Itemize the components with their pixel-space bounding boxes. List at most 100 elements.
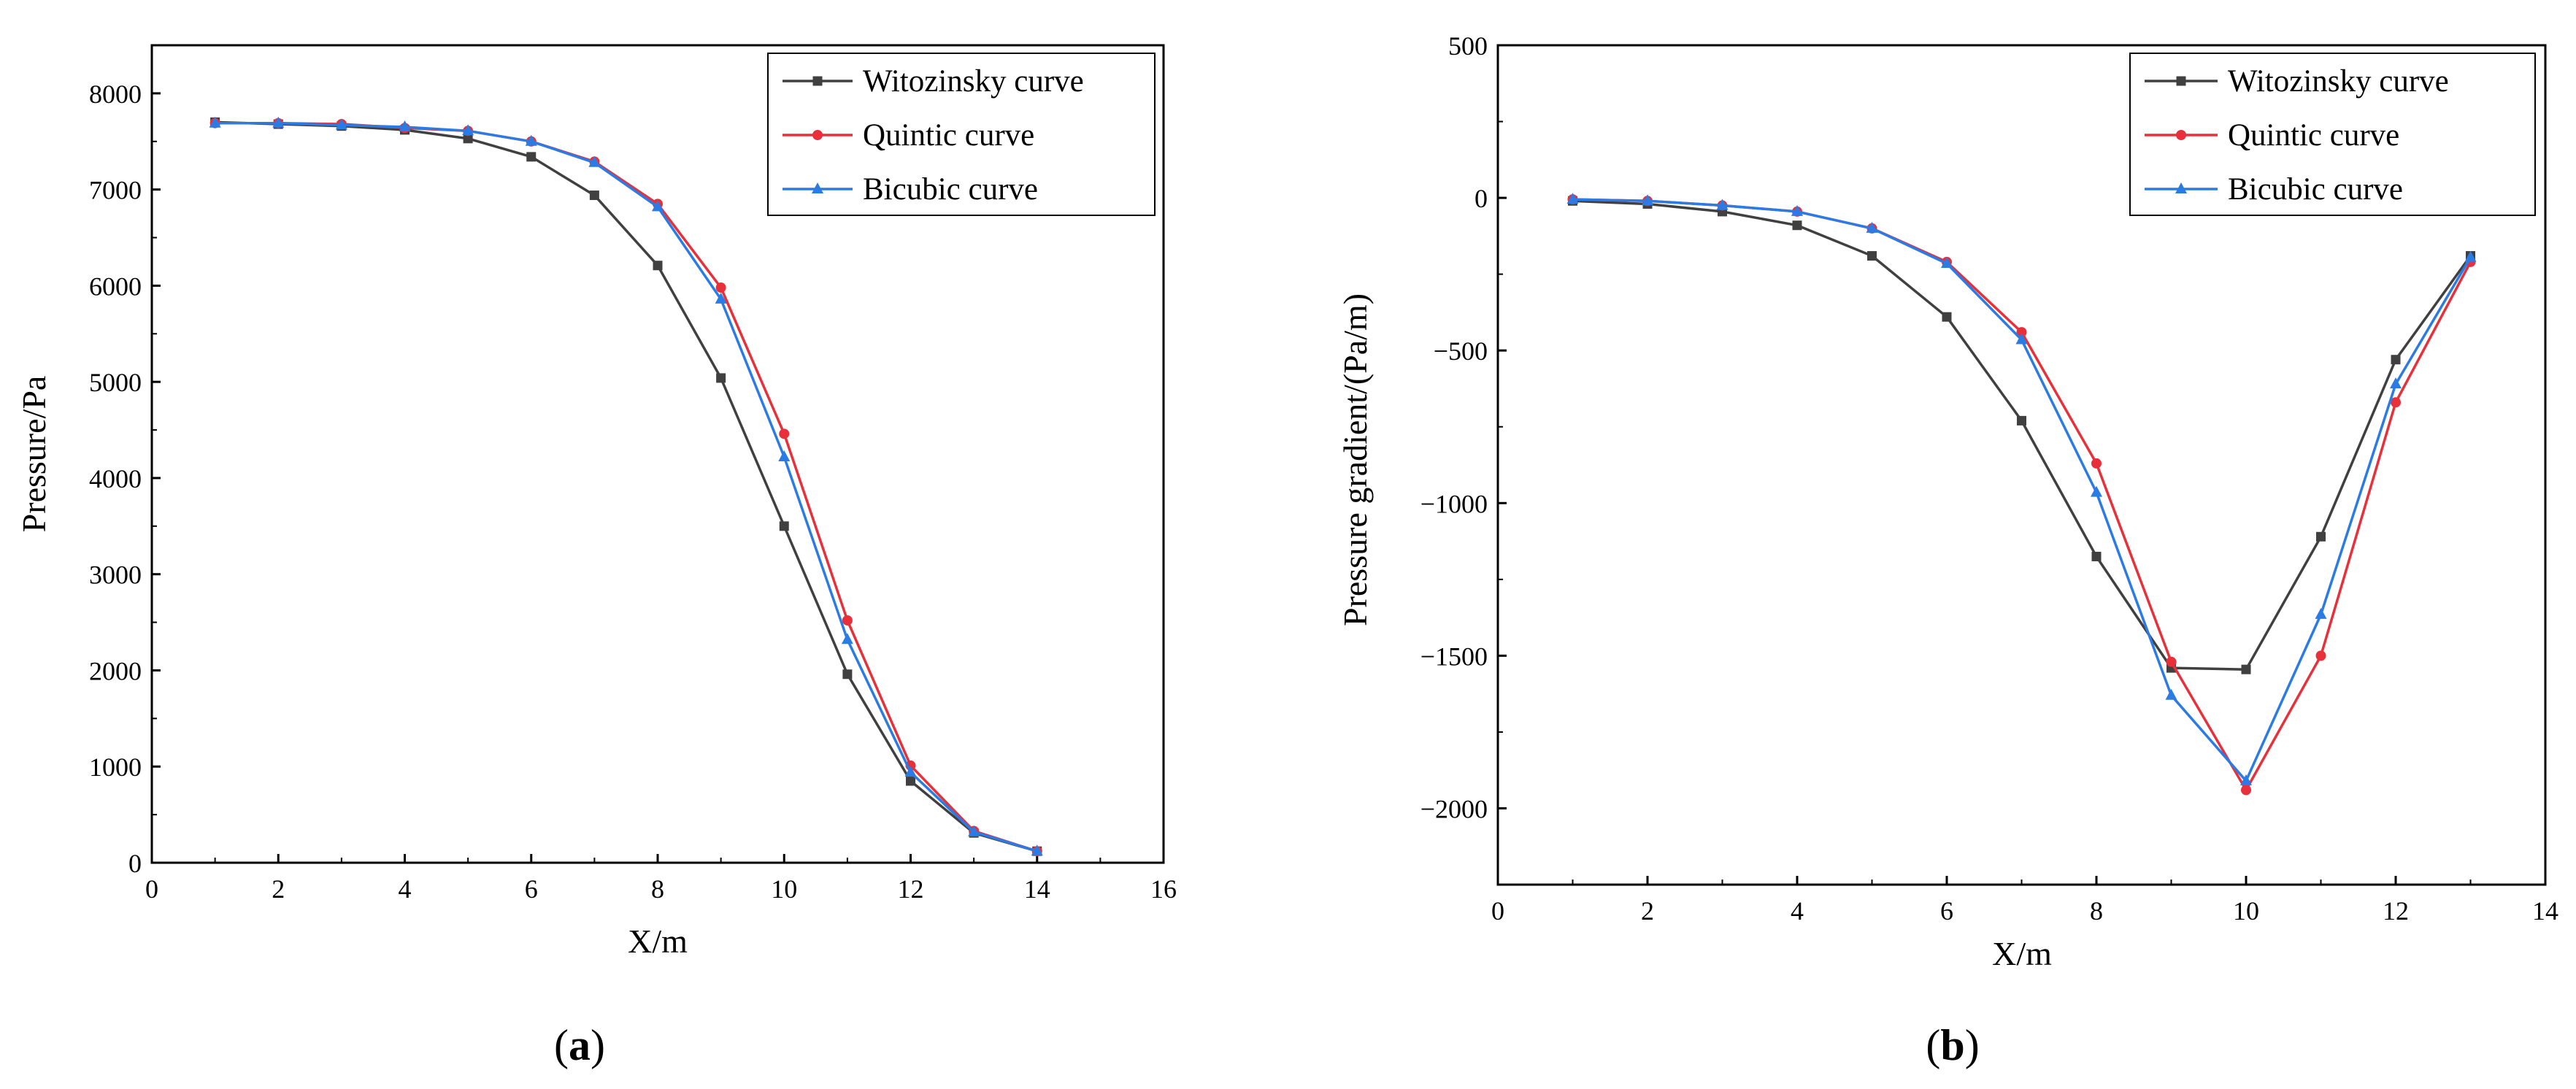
chart-b-x-tick-label: 2	[1641, 896, 1654, 926]
chart-a-bicubic-curve-point	[841, 633, 853, 644]
chart-a-bicubic-curve-point	[715, 292, 727, 304]
chart-a-bicubic-curve-point	[904, 766, 917, 777]
chart-b-series	[1566, 193, 2477, 796]
chart-a-x-tick-label: 6	[525, 874, 538, 904]
chart-b-series-witozinsky-curve-line	[1572, 199, 2472, 671]
chart-b-witozinsky-curve-point	[2241, 664, 2251, 674]
chart-b-bicubic-curve-point	[2390, 377, 2402, 389]
chart-a-panel-letter: a	[569, 1021, 591, 1069]
chart-a-series-quintic-curve-line	[215, 121, 1038, 853]
chart-a-x-tick-label: 0	[145, 874, 158, 904]
chart-b-witozinsky-curve-point	[1792, 220, 1802, 231]
chart-b-quintic-curve-point	[2391, 397, 2401, 408]
chart-b-witozinsky-curve-point	[2017, 415, 2026, 426]
chart-a-quintic-curve-point	[779, 428, 790, 439]
chart-b-bicubic-curve-point	[2315, 607, 2327, 619]
chart-b-x-ticks: 0 2 4 6 8 10 12 14	[1491, 876, 2558, 926]
chart-b-bicubic-curve-point	[1566, 193, 1579, 204]
chart-a-y-tick-label: 6000	[89, 272, 142, 301]
chart-a-legend-witozinsky-curve-label: Witozinsky curve	[863, 64, 1084, 99]
chart-b-legend-items: Witozinsky curve Quintic curve Bicubic cur…	[2145, 64, 2449, 207]
chart-b-witozinsky-curve-point	[2316, 531, 2326, 542]
chart-a-witozinsky-curve-point	[653, 261, 663, 271]
chart-a-witozinsky-curve-point	[716, 373, 726, 383]
chart-b-legend-bicubic-curve-label: Bicubic curve	[2228, 172, 2403, 207]
chart-b-bicubic-curve-point	[2165, 688, 2177, 700]
chart-b-bicubic-curve-point	[1941, 257, 1953, 268]
chart-b-panel-letter: b	[1940, 1021, 1964, 1069]
chart-b-y-tick-label: −2000	[1420, 794, 1488, 823]
chart-b-legend-quintic-curve-marker	[2176, 130, 2186, 140]
chart-b-bicubic-curve-point	[1866, 221, 1878, 233]
chart-b-bicubic-curve-point	[1716, 199, 1729, 210]
chart-b-bicubic-curve-point	[2464, 250, 2477, 262]
chart-a-x-ticks: 0 2 4 6 8 10 12 14 16	[145, 854, 1177, 904]
chart-a-y-tick-label: 1000	[89, 753, 142, 782]
chart-b-y-tick-label: 0	[1475, 184, 1488, 213]
chart-a-witozinsky-curve-point	[906, 776, 915, 786]
chart-b-witozinsky-curve-point	[2091, 551, 2102, 561]
chart-a-y-ticks: 0 1000 2000 3000 4000 5000 6000 7000 8000	[89, 80, 161, 878]
chart-b: 0 2 4 6 8 10 12 14 5000−500−1000−1500−2000 X/m …	[1337, 31, 2558, 1069]
chart-a-series-bicubic-curve-line	[215, 121, 1038, 853]
chart-a-y-tick-label: 8000	[89, 80, 142, 109]
chart-a-x-tick-label: 8	[651, 874, 664, 904]
chart-b-series-bicubic-curve-line	[1572, 198, 2472, 782]
chart-b-y-tick-label: −1500	[1420, 642, 1488, 671]
chart-a-y-tick-label: 4000	[89, 464, 142, 493]
chart-a-witozinsky-curve-point	[526, 152, 537, 162]
chart-b-bicubic-curve-point	[2240, 774, 2252, 785]
chart-a-legend-quintic-curve-label: Quintic curve	[863, 118, 1034, 153]
chart-a-legend-bicubic-curve-marker	[812, 182, 823, 193]
chart-a-y-tick-label: 2000	[89, 656, 142, 685]
chart-b-quintic-curve-point	[2315, 650, 2326, 661]
chart-b-witozinsky-curve-point	[2391, 355, 2401, 365]
chart-a-x-tick-label: 10	[771, 874, 797, 904]
chart-a-legend-bicubic-curve-label: Bicubic curve	[863, 172, 1038, 207]
chart-b-bicubic-curve-point	[2091, 485, 2102, 497]
chart-a-legend-witozinsky-curve-marker	[812, 76, 823, 86]
chart-a-x-axis-title: X/m	[628, 923, 688, 960]
chart-a-y-tick-label: 7000	[89, 176, 142, 205]
chart-b-panel-label: (b)	[1926, 1021, 1979, 1069]
chart-a-legend-items: Witozinsky curve Quintic curve Bicubic cur…	[783, 64, 1084, 207]
chart-b-quintic-curve-point	[2091, 458, 2102, 469]
chart-a-x-tick-label: 4	[399, 874, 412, 904]
chart-b-x-tick-label: 6	[1940, 896, 1953, 926]
chart-b-x-axis-title: X/m	[1992, 935, 2052, 972]
chart-a-bicubic-curve-point	[335, 118, 347, 130]
chart-a: 0 2 4 6 8 10 12 14 16 0 1000 2000 3000 4000 5000 6000 7…	[15, 44, 1177, 1069]
chart-a-bicubic-curve-point	[968, 825, 980, 836]
chart-b-quintic-curve-point	[2016, 327, 2027, 338]
chart-a-bicubic-curve-point	[588, 155, 601, 167]
chart-a-witozinsky-curve-point	[842, 669, 853, 680]
chart-b-quintic-curve-point	[2166, 656, 2177, 667]
chart-b-y-tick-label: −500	[1434, 336, 1488, 366]
chart-a-bicubic-curve-point	[209, 116, 221, 128]
chart-a-series-witozinsky-curve-line	[215, 120, 1038, 853]
chart-b-x-tick-label: 8	[2090, 896, 2103, 926]
chart-a-panel-label: (a)	[554, 1021, 605, 1069]
chart-b-legend-quintic-curve-label: Quintic curve	[2228, 118, 2399, 153]
chart-a-y-tick-label: 0	[128, 849, 142, 878]
chart-b-legend-witozinsky-curve-label: Witozinsky curve	[2228, 64, 2449, 99]
chart-a-x-tick-label: 2	[272, 874, 285, 904]
chart-b-bicubic-curve-point	[2015, 333, 2028, 345]
chart-a-quintic-curve-point	[842, 615, 853, 626]
chart-b-x-tick-label: 12	[2383, 896, 2409, 926]
chart-b-legend: Witozinsky curve Quintic curve Bicubic cur…	[2129, 53, 2536, 216]
chart-a-witozinsky-curve-point	[589, 191, 599, 201]
chart-b-witozinsky-curve-point	[1942, 312, 1952, 322]
chart-a-x-tick-label: 12	[898, 874, 924, 904]
chart-a-bicubic-curve-point	[462, 124, 474, 136]
chart-a-legend: Witozinsky curve Quintic curve Bicubic cur…	[767, 53, 1156, 216]
chart-b-y-tick-label: −1000	[1420, 489, 1488, 518]
chart-b-bicubic-curve-point	[1642, 194, 1653, 206]
chart-b-legend-witozinsky-curve-marker	[2176, 76, 2186, 86]
chart-a-x-tick-label: 14	[1024, 874, 1050, 904]
chart-b-x-tick-label: 10	[2233, 896, 2259, 926]
chart-a-quintic-curve-point	[715, 282, 726, 293]
chart-a-y-axis-title: Pressure/Pa	[15, 376, 53, 533]
chart-a-bicubic-curve-point	[399, 120, 411, 131]
